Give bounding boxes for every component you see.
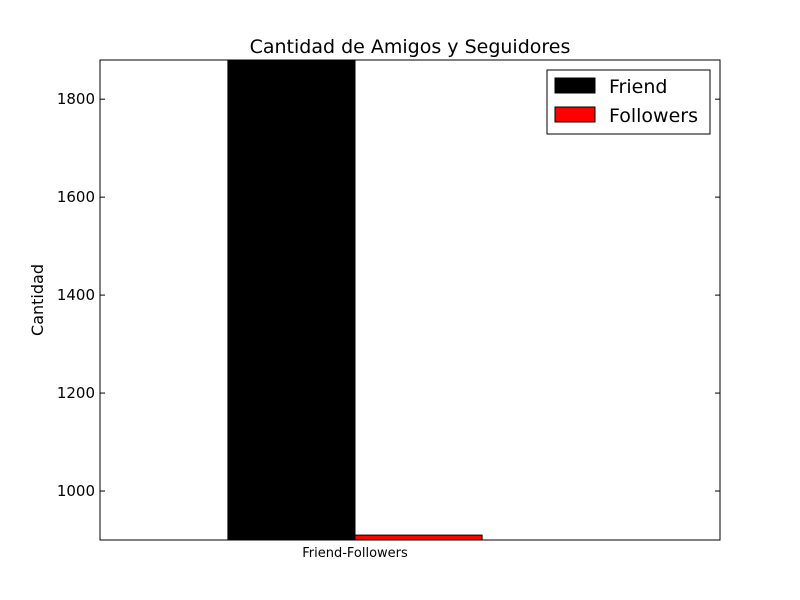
bars-layer: [227, 59, 483, 541]
y-tick-label: 1200: [57, 384, 95, 402]
plot-area-frame: [99, 59, 721, 541]
ticks-layer: Friend-Followers 1000 1200 1400 1600 1800: [57, 90, 720, 561]
legend-label-friend: Friend: [609, 76, 667, 98]
legend: Friend Followers: [546, 69, 711, 135]
y-tick-label: 1600: [57, 188, 95, 206]
y-tick-label: 1400: [57, 286, 95, 304]
legend-swatch-friend: [554, 77, 596, 94]
legend-swatch-followers: [554, 106, 596, 123]
y-tick-label: 1000: [57, 482, 95, 500]
legend-label-followers: Followers: [609, 105, 698, 127]
y-tick-label: 1800: [57, 90, 95, 108]
bar-followers-0: [354, 534, 483, 541]
y-axis-label: Cantidad: [28, 264, 47, 336]
chart-title: Cantidad de Amigos y Seguidores: [250, 36, 571, 58]
x-tick-label: Friend-Followers: [302, 546, 408, 561]
bar-friend-0: [227, 59, 356, 541]
